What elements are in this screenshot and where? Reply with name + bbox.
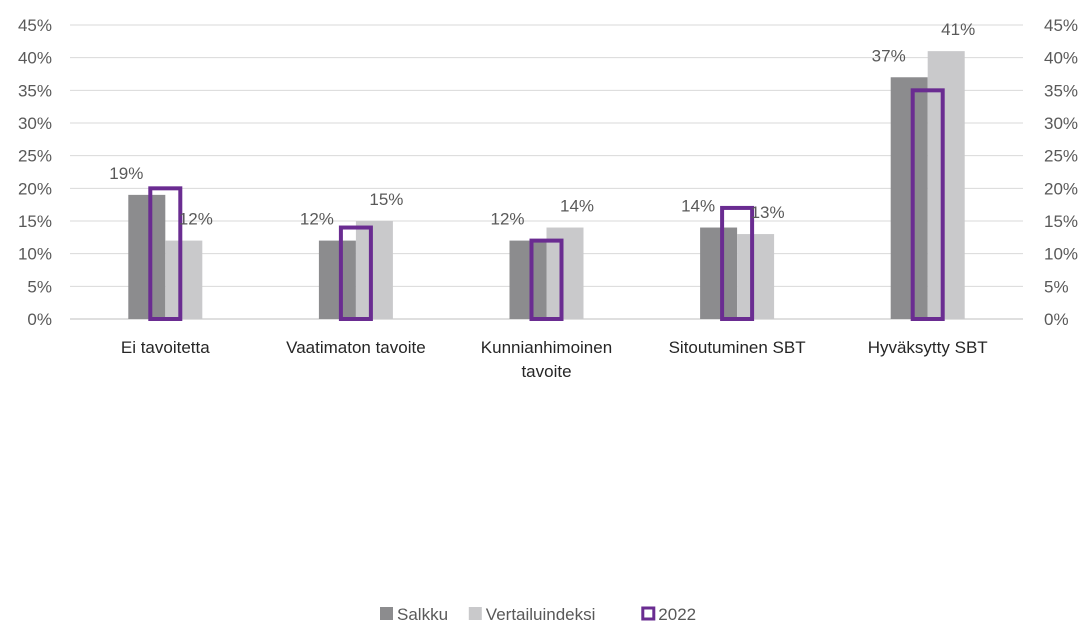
y-tick-label-right: 30% <box>1044 114 1078 133</box>
data-label-salkku: 37% <box>872 46 906 65</box>
x-tick-label: Kunnianhimoinen <box>481 338 612 357</box>
bar-salkku <box>318 240 356 319</box>
data-label-salkku: 19% <box>109 164 143 183</box>
data-label-vertailuindeksi: 14% <box>560 197 594 216</box>
bar-salkku <box>509 240 547 319</box>
y-tick-label-left: 20% <box>18 179 52 198</box>
legend-item-salkku: Salkku <box>380 605 448 624</box>
y-axis-right: 0% 5% 10% 15% 20% 25% 30% 35% 40% 45% <box>1044 16 1078 329</box>
y-tick-label-right: 5% <box>1044 277 1069 296</box>
x-tick-label: Vaatimaton tavoite <box>286 338 426 357</box>
y-tick-label-right: 40% <box>1044 49 1078 68</box>
data-labels: 19% 12% 12% 15% 12% 14% 14% 13% 37% 41% <box>109 20 975 228</box>
legend-label: Vertailuindeksi <box>486 605 596 624</box>
legend-label: Salkku <box>397 605 448 624</box>
legend-label: 2022 <box>658 605 696 624</box>
y-tick-label-left: 15% <box>18 212 52 231</box>
y-tick-label-right: 20% <box>1044 179 1078 198</box>
data-label-vertailuindeksi: 15% <box>369 190 403 209</box>
bar-outline-2022 <box>338 225 373 322</box>
bar-outline-2022 <box>148 186 183 321</box>
y-tick-label-left: 25% <box>18 147 52 166</box>
legend-item-2022: 2022 <box>641 605 696 624</box>
y-tick-label-left: 5% <box>27 277 52 296</box>
bar-salkku <box>128 194 166 319</box>
data-label-vertailuindeksi: 13% <box>751 203 785 222</box>
gridlines <box>70 24 1023 320</box>
data-label-salkku: 14% <box>681 197 715 216</box>
y-tick-label-left: 0% <box>27 310 52 329</box>
bar-outline-2022 <box>720 205 755 321</box>
y-axis-left: 0% 5% 10% 15% 20% 25% 30% 35% 40% 45% <box>18 16 52 329</box>
y-tick-label-left: 40% <box>18 49 52 68</box>
bar-vertailuindeksi <box>927 51 965 320</box>
legend-swatch <box>468 607 482 620</box>
legend-swatch <box>380 607 393 620</box>
y-tick-label-left: 45% <box>18 16 52 35</box>
x-tick-label: Sitoutuminen SBT <box>669 338 806 357</box>
legend-item-vertailuindeksi: Vertailuindeksi <box>468 605 596 624</box>
bar-outline-2022 <box>529 238 564 322</box>
y-tick-label-right: 35% <box>1044 81 1078 100</box>
bar-salkku <box>890 77 928 320</box>
y-tick-label-left: 35% <box>18 81 52 100</box>
outline-bars <box>148 88 945 322</box>
x-tick-label: Ei tavoitetta <box>121 338 210 357</box>
bar-vertailuindeksi <box>737 234 775 319</box>
y-tick-label-left: 30% <box>18 114 52 133</box>
data-label-vertailuindeksi: 12% <box>179 210 213 229</box>
legend: Salkku Vertailuindeksi 2022 <box>380 605 696 624</box>
bar-vertailuindeksi <box>165 240 203 319</box>
bar-vertailuindeksi <box>355 221 393 319</box>
y-tick-label-right: 45% <box>1044 16 1078 35</box>
data-label-vertailuindeksi: 41% <box>941 20 975 39</box>
bar-salkku <box>700 227 738 319</box>
y-tick-label-right: 0% <box>1044 310 1069 329</box>
bars <box>128 51 965 320</box>
data-label-salkku: 12% <box>300 210 334 229</box>
y-tick-label-left: 10% <box>18 245 52 264</box>
y-tick-label-right: 15% <box>1044 212 1078 231</box>
x-axis: Ei tavoitetta Vaatimaton tavoite Kunnianhi… <box>121 338 988 381</box>
x-tick-label: Hyväksytty SBT <box>868 338 988 357</box>
y-tick-label-right: 10% <box>1044 245 1078 264</box>
bar-vertailuindeksi <box>546 227 584 319</box>
x-tick-label: tavoite <box>521 362 571 381</box>
legend-swatch <box>641 606 656 621</box>
y-tick-label-right: 25% <box>1044 147 1078 166</box>
bar-outline-2022 <box>910 88 945 322</box>
data-label-salkku: 12% <box>490 210 524 229</box>
